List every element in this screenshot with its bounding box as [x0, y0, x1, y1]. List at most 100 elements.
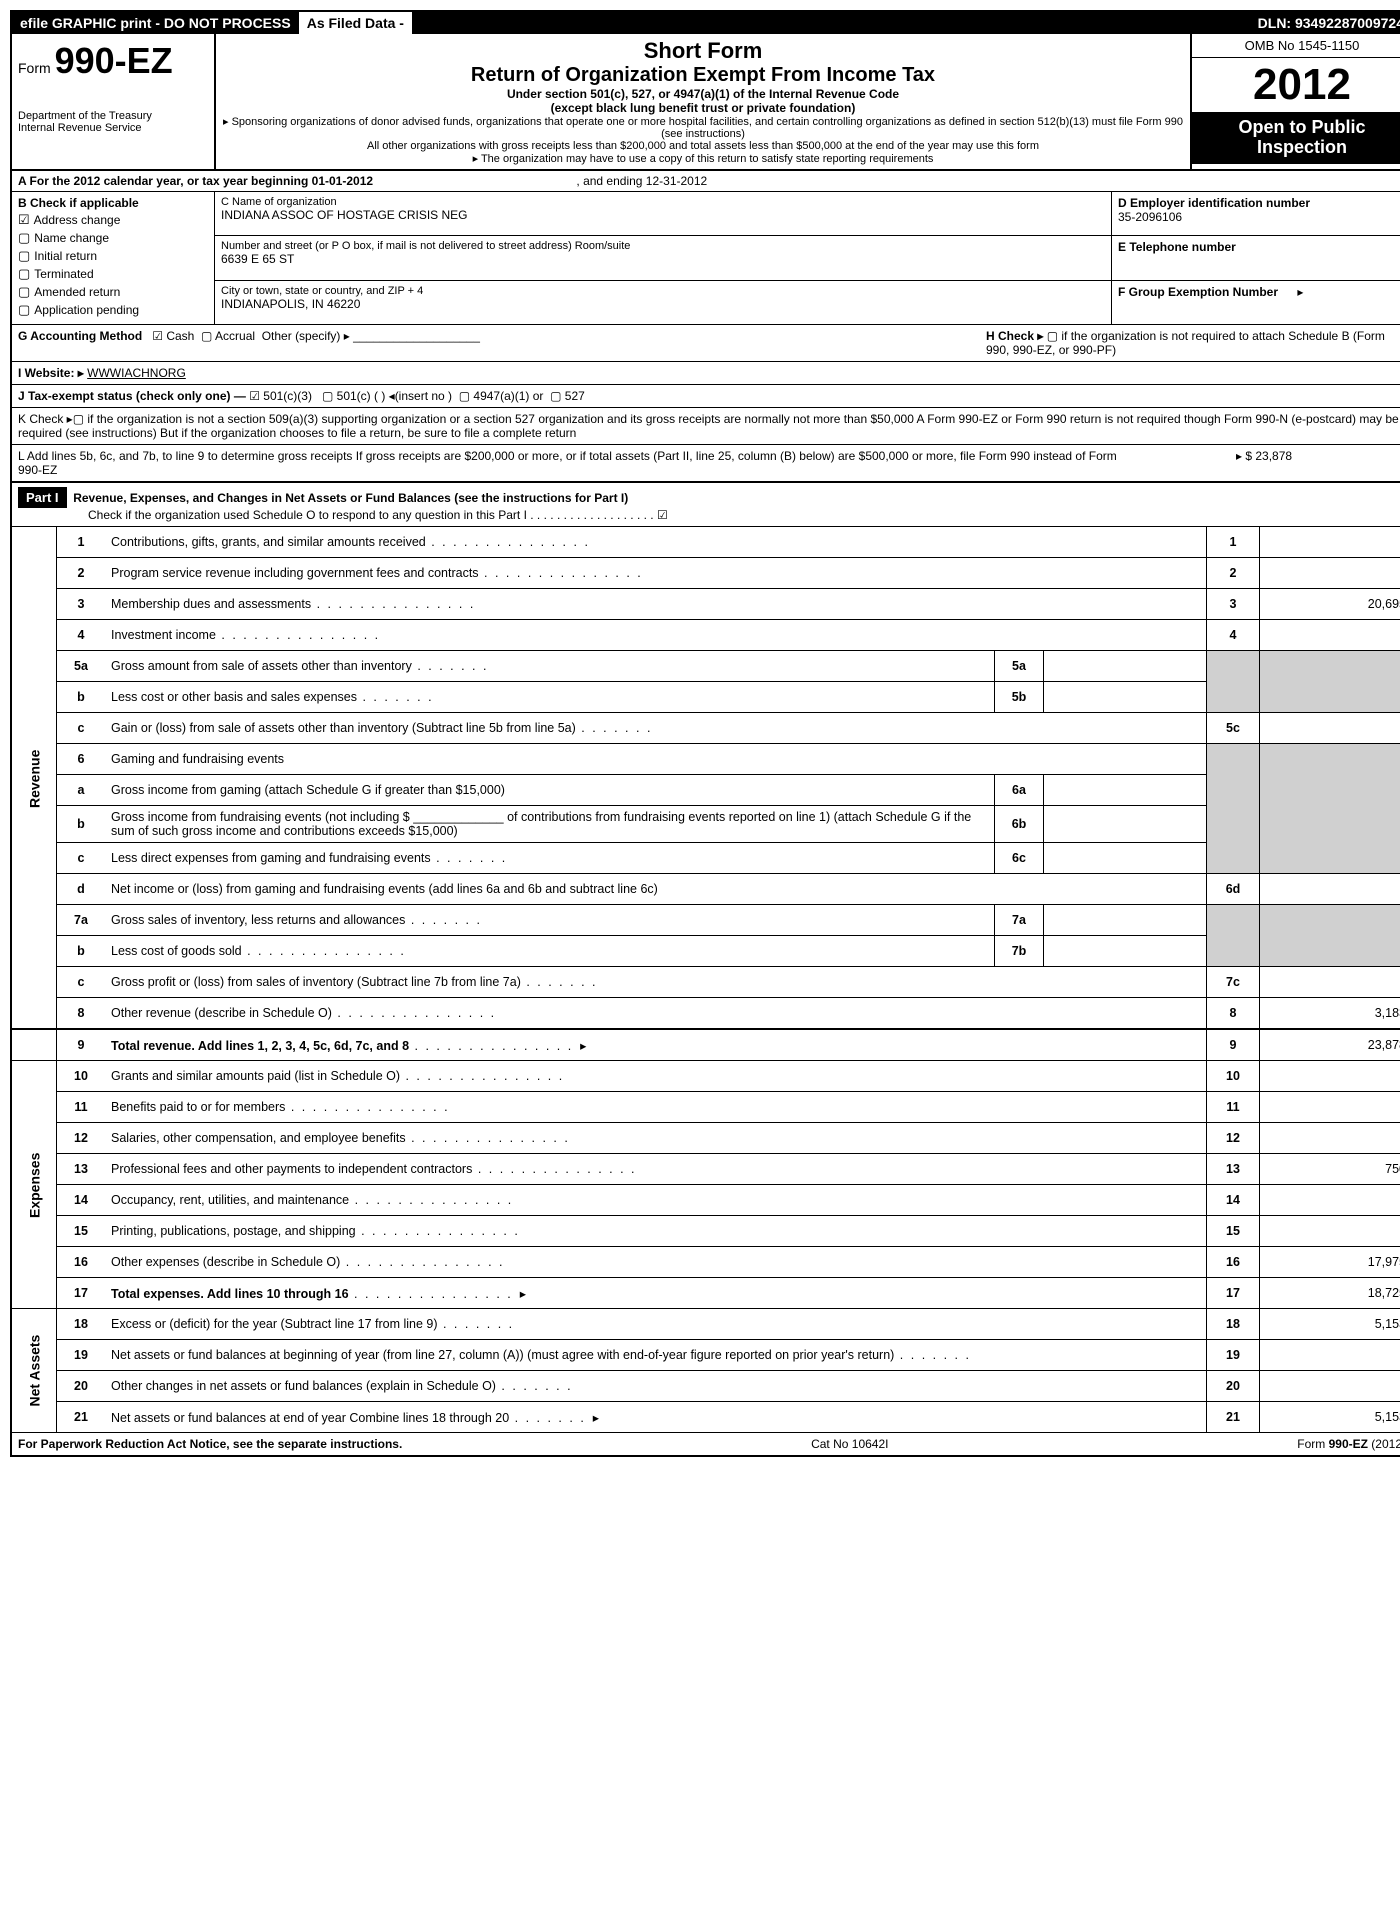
- ln-6-num: 6: [57, 744, 106, 775]
- ln-21-val: 5,153: [1260, 1402, 1400, 1433]
- ein-label: D Employer identification number: [1118, 196, 1400, 210]
- ln-5b-minival: [1044, 682, 1207, 713]
- ln-6c-mini: 6c: [995, 843, 1044, 874]
- row-a: A For the 2012 calendar year, or tax yea…: [12, 171, 1400, 192]
- ln-9-desc: Total revenue. Add lines 1, 2, 3, 4, 5c,…: [105, 1029, 1207, 1061]
- website-value: WWWIACHNORG: [87, 366, 186, 380]
- ln-13-num: 13: [57, 1154, 106, 1185]
- cell-group-exemption: F Group Exemption Number ▸: [1112, 281, 1400, 324]
- ln-5c-num: c: [57, 713, 106, 744]
- ln-7a-minival: [1044, 905, 1207, 936]
- chk-527[interactable]: 527: [550, 389, 585, 403]
- ln-5b-mini: 5b: [995, 682, 1044, 713]
- ln-12-num: 12: [57, 1123, 106, 1154]
- ln-10-val: [1260, 1061, 1400, 1092]
- city-label: City or town, state or country, and ZIP …: [221, 285, 1105, 297]
- ln-6b-mini: 6b: [995, 806, 1044, 843]
- row-g: G Accounting Method Cash Accrual Other (…: [18, 329, 966, 357]
- tax-year: 2012: [1192, 58, 1400, 112]
- ln-6a-mini: 6a: [995, 775, 1044, 806]
- chk-amended-return[interactable]: Amended return: [18, 284, 208, 300]
- ln-18-box: 18: [1207, 1309, 1260, 1340]
- ln-6d-desc: Net income or (loss) from gaming and fun…: [105, 874, 1207, 905]
- open-to-public: Open to Public Inspection: [1192, 112, 1400, 164]
- ln-7c-box: 7c: [1207, 967, 1260, 998]
- ln-20-box: 20: [1207, 1371, 1260, 1402]
- chk-schedule-b[interactable]: [1047, 329, 1062, 343]
- ln-20-num: 20: [57, 1371, 106, 1402]
- address-label: Number and street (or P O box, if mail i…: [221, 240, 1105, 252]
- ln-6a-minival: [1044, 775, 1207, 806]
- footer-left: For Paperwork Reduction Act Notice, see …: [18, 1437, 402, 1451]
- ln-8-box: 8: [1207, 998, 1260, 1030]
- ln-2-desc: Program service revenue including govern…: [105, 558, 1207, 589]
- ln-6-desc: Gaming and fundraising events: [105, 744, 1207, 775]
- open-line1: Open to Public: [1238, 117, 1365, 137]
- chk-initial-return[interactable]: Initial return: [18, 248, 208, 264]
- footer-right: Form 990-EZ (2012): [1297, 1437, 1400, 1451]
- chk-accrual[interactable]: Accrual: [201, 329, 255, 343]
- ln-5ab-shadeval: [1260, 651, 1400, 713]
- ln-18-num: 18: [57, 1309, 106, 1340]
- short-form-title: Short Form: [222, 38, 1184, 64]
- ln-17-val: 18,725: [1260, 1278, 1400, 1309]
- rev-blank: [12, 1029, 57, 1061]
- ln-6b-minival: [1044, 806, 1207, 843]
- group-exemption-label: F Group Exemption Number: [1118, 285, 1278, 299]
- header-mid: Short Form Return of Organization Exempt…: [216, 34, 1190, 169]
- col-b: B Check if applicable Address change Nam…: [12, 192, 215, 324]
- ln-4-num: 4: [57, 620, 106, 651]
- ln-12-val: [1260, 1123, 1400, 1154]
- chk-cash[interactable]: Cash: [152, 329, 194, 343]
- ln-6b-num: b: [57, 806, 106, 843]
- subtitle-2: (except black lung benefit trust or priv…: [222, 101, 1184, 115]
- chk-application-pending[interactable]: Application pending: [18, 302, 208, 318]
- ln-5b-desc: Less cost or other basis and sales expen…: [105, 682, 995, 713]
- cell-org-name: C Name of organization INDIANA ASSOC OF …: [215, 192, 1111, 236]
- col-b-title: B Check if applicable: [18, 196, 208, 210]
- ln-10-desc: Grants and similar amounts paid (list in…: [105, 1061, 1207, 1092]
- ln-15-desc: Printing, publications, postage, and shi…: [105, 1216, 1207, 1247]
- ln-14-desc: Occupancy, rent, utilities, and maintena…: [105, 1185, 1207, 1216]
- ln-14-box: 14: [1207, 1185, 1260, 1216]
- row-j: J Tax-exempt status (check only one) — 5…: [12, 385, 1400, 408]
- row-gh: G Accounting Method Cash Accrual Other (…: [12, 325, 1400, 362]
- g-other: Other (specify) ▸: [262, 329, 350, 343]
- ln-7b-minival: [1044, 936, 1207, 967]
- ln-4-box: 4: [1207, 620, 1260, 651]
- ln-19-val: [1260, 1340, 1400, 1371]
- chk-4947a1[interactable]: 4947(a)(1) or: [459, 389, 544, 403]
- ln-15-box: 15: [1207, 1216, 1260, 1247]
- ln-15-num: 15: [57, 1216, 106, 1247]
- chk-501c[interactable]: 501(c) ( ) ◂(insert no ): [322, 389, 452, 403]
- form-990ez: efile GRAPHIC print - DO NOT PROCESS As …: [10, 10, 1400, 1457]
- city-value: INDIANAPOLIS, IN 46220: [221, 297, 1105, 311]
- ln-17-box: 17: [1207, 1278, 1260, 1309]
- ln-16-box: 16: [1207, 1247, 1260, 1278]
- chk-address-change[interactable]: Address change: [18, 212, 208, 228]
- chk-name-change[interactable]: Name change: [18, 230, 208, 246]
- ln-8-num: 8: [57, 998, 106, 1030]
- ln-11-val: [1260, 1092, 1400, 1123]
- ln-5a-desc: Gross amount from sale of assets other t…: [105, 651, 995, 682]
- open-line2: Inspection: [1257, 137, 1347, 157]
- ln-6b-desc: Gross income from fundraising events (no…: [105, 806, 995, 843]
- ln-3-val: 20,695: [1260, 589, 1400, 620]
- cell-city: City or town, state or country, and ZIP …: [215, 281, 1111, 324]
- ln-7ab-shade: [1207, 905, 1260, 967]
- footer-right-year: (2012): [1371, 1437, 1400, 1451]
- ln-3-num: 3: [57, 589, 106, 620]
- ln-9-num: 9: [57, 1029, 106, 1061]
- chk-terminated[interactable]: Terminated: [18, 266, 208, 282]
- chk-501c3[interactable]: 501(c)(3): [249, 389, 312, 403]
- ln-2-num: 2: [57, 558, 106, 589]
- ln-7a-mini: 7a: [995, 905, 1044, 936]
- ln-6a-num: a: [57, 775, 106, 806]
- ln-16-desc: Other expenses (describe in Schedule O): [105, 1247, 1207, 1278]
- lines-table: Revenue 1 Contributions, gifts, grants, …: [12, 527, 1400, 1432]
- omb-number: OMB No 1545-1150: [1192, 34, 1400, 58]
- subtitle-1: Under section 501(c), 527, or 4947(a)(1)…: [222, 87, 1184, 101]
- ln-1-desc: Contributions, gifts, grants, and simila…: [105, 527, 1207, 558]
- ln-5c-val: [1260, 713, 1400, 744]
- ln-6-shadeval: [1260, 744, 1400, 874]
